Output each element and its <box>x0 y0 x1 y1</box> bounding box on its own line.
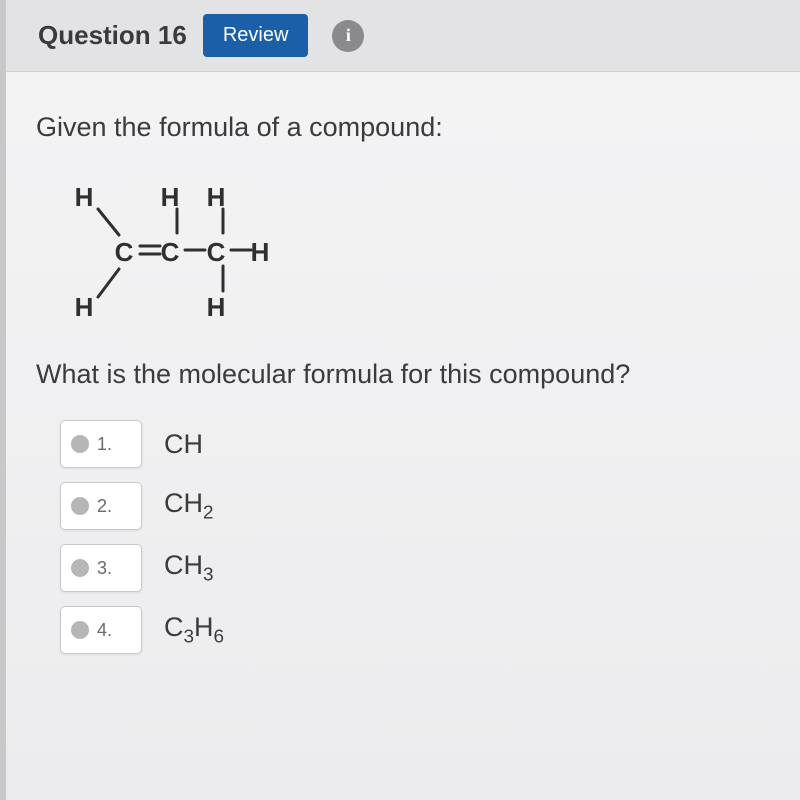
svg-text:H: H <box>251 237 270 267</box>
choice-row-3: 3. CH3 <box>60 544 770 592</box>
choice-button-1[interactable]: 1. <box>60 420 142 468</box>
radio-icon <box>71 621 89 639</box>
svg-text:C: C <box>115 237 134 267</box>
question-content: Given the formula of a compound: HHHCCCH… <box>6 72 800 654</box>
info-icon[interactable]: i <box>332 20 364 52</box>
review-button[interactable]: Review <box>203 14 309 57</box>
choice-button-2[interactable]: 2. <box>60 482 142 530</box>
choice-button-3[interactable]: 3. <box>60 544 142 592</box>
question-header: Question 16 Review i <box>6 0 800 72</box>
svg-text:H: H <box>75 182 94 212</box>
radio-icon <box>71 435 89 453</box>
svg-text:H: H <box>75 292 94 319</box>
compound-structure: HHHCCCHHH <box>64 169 770 319</box>
choice-number: 2. <box>97 496 112 517</box>
svg-text:C: C <box>207 237 226 267</box>
answer-choices: 1. CH 2. CH2 3. CH3 4. C3H6 <box>60 420 770 654</box>
svg-text:H: H <box>161 182 180 212</box>
choice-number: 4. <box>97 620 112 641</box>
svg-text:H: H <box>207 182 226 212</box>
svg-text:H: H <box>207 292 226 319</box>
svg-text:C: C <box>161 237 180 267</box>
radio-icon <box>71 497 89 515</box>
structure-svg: HHHCCCHHH <box>64 169 324 319</box>
choice-row-1: 1. CH <box>60 420 770 468</box>
question-page: Question 16 Review i Given the formula o… <box>0 0 800 800</box>
choice-row-2: 2. CH2 <box>60 482 770 530</box>
radio-icon <box>71 559 89 577</box>
choice-text: CH2 <box>164 488 214 524</box>
question-number-label: Question 16 <box>38 20 187 51</box>
choice-text: CH <box>164 429 203 460</box>
choice-text: C3H6 <box>164 612 224 648</box>
choice-row-4: 4. C3H6 <box>60 606 770 654</box>
choice-number: 1. <box>97 434 112 455</box>
prompt-text: Given the formula of a compound: <box>36 112 770 143</box>
choice-button-4[interactable]: 4. <box>60 606 142 654</box>
choice-number: 3. <box>97 558 112 579</box>
choice-text: CH3 <box>164 550 214 586</box>
question-text: What is the molecular formula for this c… <box>36 359 770 390</box>
